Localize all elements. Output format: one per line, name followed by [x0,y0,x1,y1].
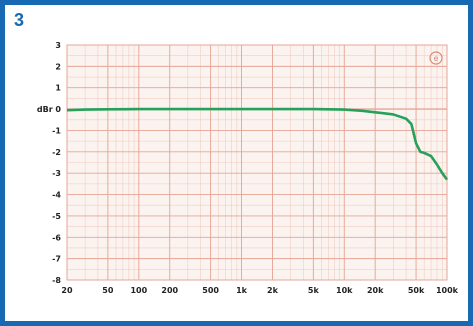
x-tick-label: 50k [408,286,425,295]
y-tick-label: -2 [52,148,61,157]
x-tick-label: 500 [202,286,219,295]
x-tick-label: 1k [236,286,248,295]
major-grid [66,44,448,281]
y-tick-label: dBr 0 [37,105,62,114]
y-tick-label: 1 [55,84,61,93]
y-tick-label: -7 [52,255,61,264]
y-tick-label: -6 [52,233,61,242]
x-tick-label: 200 [161,286,178,295]
y-tick-labels: 3 2 1 dBr 0 -1 -2 -3 -4 -5 -6 -7 -8 [37,41,62,285]
x-tick-label: 50 [102,286,114,295]
x-tick-label: 100 [130,286,147,295]
y-tick-label: 3 [55,41,61,50]
x-tick-label: 20 [61,286,73,295]
y-tick-label: -8 [52,276,61,285]
x-tick-label: 5k [308,286,320,295]
svg-text:e: e [434,54,439,63]
x-tick-label: 10k [336,286,353,295]
x-tick-label: 2k [267,286,279,295]
circled-logo-icon: e [429,51,443,65]
x-tick-label: 20k [367,286,384,295]
y-tick-label: -4 [52,191,61,200]
y-tick-label: -1 [52,126,61,135]
x-tick-labels: 20 50 100 200 500 1k 2k 5k 10k 20k 50k 100k [61,286,458,295]
series-group [66,107,449,181]
series-line-0 [66,107,449,181]
y-tick-label: -5 [52,212,61,221]
y-tick-label: -3 [52,169,61,178]
y-tick-label: 2 [55,62,61,71]
x-tick-label: 100k [436,286,459,295]
figure-number: 3 [14,10,25,30]
